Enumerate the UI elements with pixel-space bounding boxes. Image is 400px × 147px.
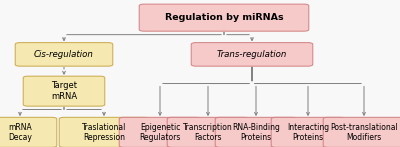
Text: Epigenetic
Regulators: Epigenetic Regulators — [139, 123, 181, 142]
Text: Transcription
Factors: Transcription Factors — [183, 123, 233, 142]
Text: RNA-Binding
Proteins: RNA-Binding Proteins — [232, 123, 280, 142]
Text: Traslational
Repression: Traslational Repression — [82, 123, 126, 142]
FancyBboxPatch shape — [59, 117, 149, 147]
FancyBboxPatch shape — [15, 43, 113, 66]
FancyBboxPatch shape — [0, 117, 57, 147]
FancyBboxPatch shape — [139, 4, 309, 31]
Text: mRNA
Decay: mRNA Decay — [8, 123, 32, 142]
Text: Regulation by miRNAs: Regulation by miRNAs — [165, 13, 283, 22]
FancyBboxPatch shape — [191, 43, 313, 66]
FancyBboxPatch shape — [271, 117, 345, 147]
Text: Cis-regulation: Cis-regulation — [34, 50, 94, 59]
FancyBboxPatch shape — [23, 76, 105, 106]
Text: Target
mRNA: Target mRNA — [51, 81, 77, 101]
FancyBboxPatch shape — [215, 117, 297, 147]
Text: Trans-regulation: Trans-regulation — [217, 50, 287, 59]
FancyBboxPatch shape — [167, 117, 249, 147]
Text: Post-translational
Modifiers: Post-translational Modifiers — [330, 123, 398, 142]
FancyBboxPatch shape — [119, 117, 201, 147]
FancyBboxPatch shape — [323, 117, 400, 147]
Text: Interacting
Proteins: Interacting Proteins — [287, 123, 329, 142]
